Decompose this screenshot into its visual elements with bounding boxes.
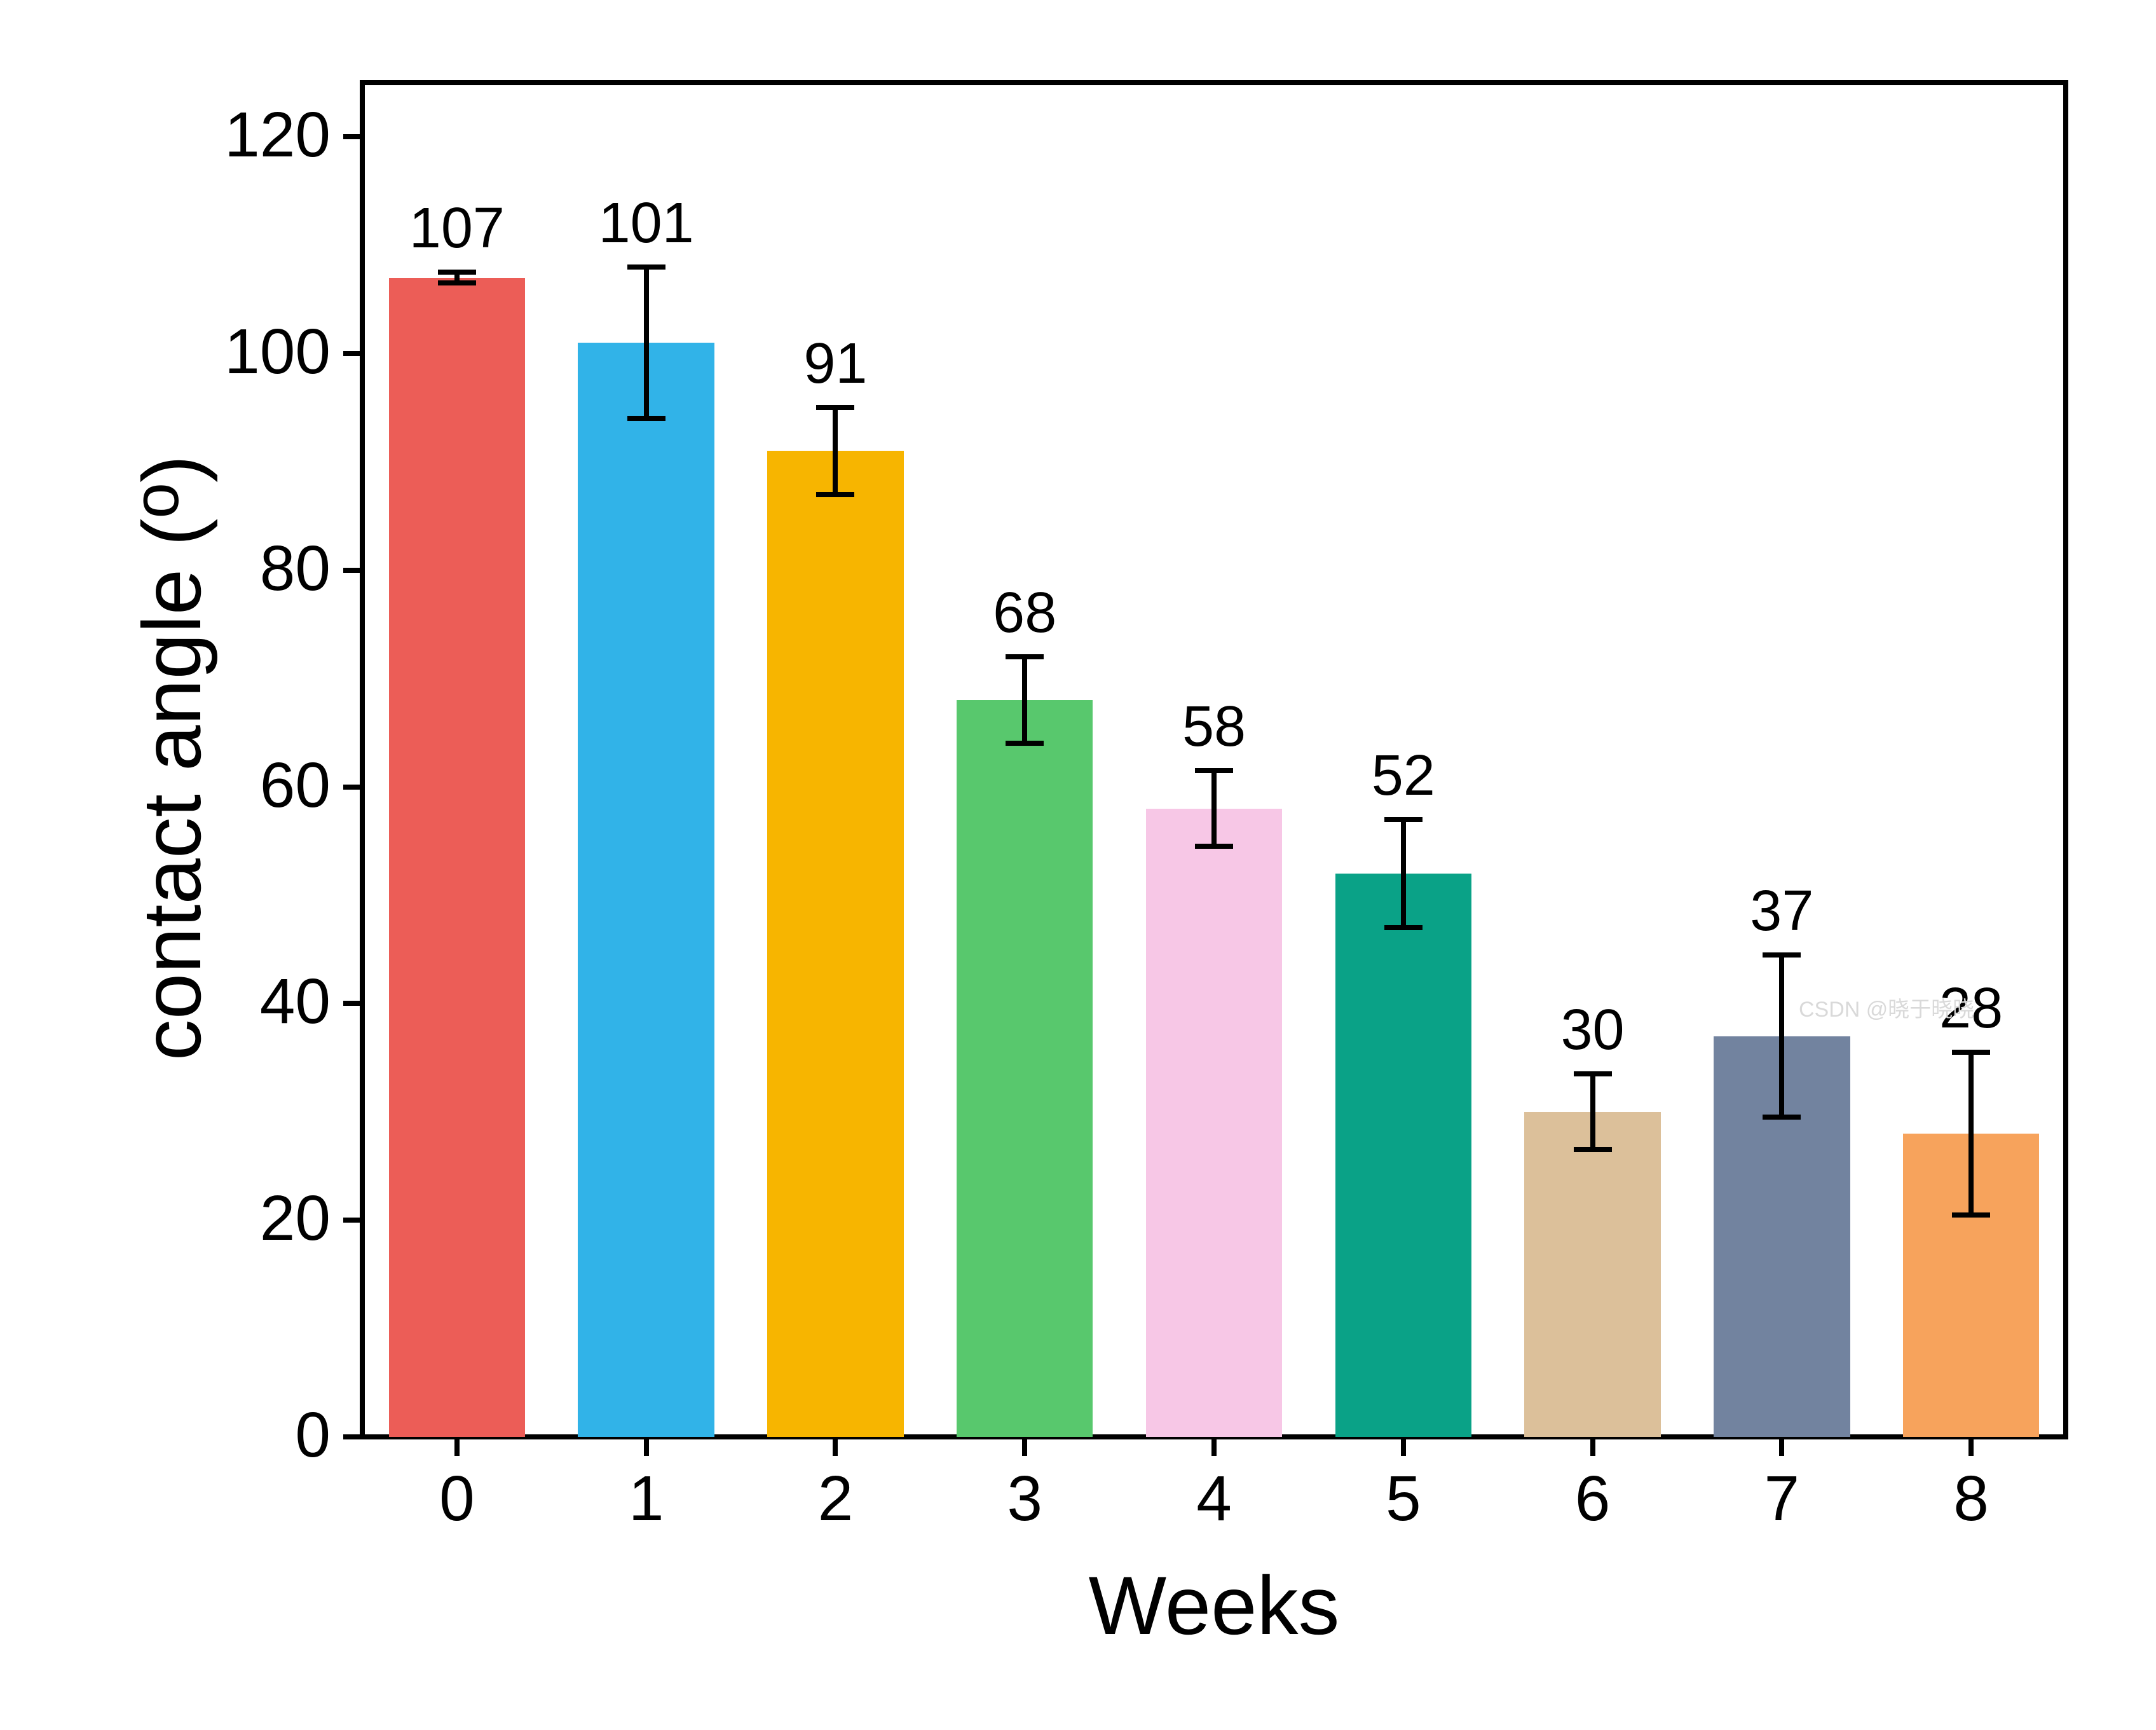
y-tick bbox=[343, 351, 362, 356]
watermark: CSDN @晓于晓晓 bbox=[1799, 992, 1974, 1023]
errorbar-cap-bottom bbox=[1763, 1115, 1801, 1120]
y-tick-label: 120 bbox=[224, 99, 331, 172]
x-tick bbox=[833, 1437, 838, 1456]
chart-stage: 0204060801001200123456781071019168585230… bbox=[0, 0, 2156, 1730]
x-tick-label: 1 bbox=[583, 1462, 710, 1535]
bar bbox=[578, 343, 714, 1437]
errorbar-cap-bottom bbox=[438, 280, 476, 285]
x-tick-label: 4 bbox=[1150, 1462, 1278, 1535]
errorbar-cap-bottom bbox=[1574, 1147, 1612, 1152]
bar-value-label: 91 bbox=[740, 331, 931, 397]
x-tick-label: 7 bbox=[1718, 1462, 1845, 1535]
x-tick bbox=[1968, 1437, 1974, 1456]
x-tick-label: 2 bbox=[772, 1462, 899, 1535]
errorbar-line bbox=[1022, 657, 1027, 743]
bar-value-label: 58 bbox=[1119, 694, 1309, 760]
bar bbox=[767, 451, 903, 1437]
y-tick bbox=[343, 1434, 362, 1439]
errorbar-line bbox=[1401, 820, 1406, 928]
x-tick bbox=[1401, 1437, 1406, 1456]
y-tick bbox=[343, 134, 362, 139]
y-tick bbox=[343, 785, 362, 790]
y-tick-label: 0 bbox=[295, 1399, 331, 1472]
y-tick-label: 60 bbox=[260, 749, 331, 822]
bar-value-label: 107 bbox=[362, 196, 552, 261]
x-tick-label: 8 bbox=[1907, 1462, 2035, 1535]
y-tick bbox=[343, 1218, 362, 1223]
errorbar-cap-top bbox=[1952, 1050, 1990, 1055]
errorbar-line bbox=[644, 267, 649, 419]
errorbar-cap-top bbox=[627, 264, 665, 270]
x-tick-label: 3 bbox=[961, 1462, 1088, 1535]
bar bbox=[957, 700, 1093, 1437]
bar-value-label: 68 bbox=[929, 580, 1120, 646]
errorbar-cap-top bbox=[816, 405, 854, 410]
bar-value-label: 101 bbox=[551, 191, 742, 256]
spine-top bbox=[360, 80, 2068, 85]
y-tick bbox=[343, 568, 362, 573]
errorbar-line bbox=[1211, 771, 1217, 846]
bar-value-label: 52 bbox=[1308, 743, 1499, 809]
x-tick bbox=[1211, 1437, 1217, 1456]
x-axis-title: Weeks bbox=[362, 1558, 2066, 1653]
x-tick bbox=[1590, 1437, 1595, 1456]
errorbar-line bbox=[1779, 955, 1784, 1118]
y-tick-label: 80 bbox=[260, 532, 331, 605]
x-tick-label: 0 bbox=[393, 1462, 521, 1535]
y-tick-label: 20 bbox=[260, 1182, 331, 1255]
bar-value-label: 30 bbox=[1498, 998, 1688, 1063]
errorbar-cap-top bbox=[1195, 768, 1233, 773]
y-tick-label: 100 bbox=[224, 315, 331, 388]
errorbar-line bbox=[1590, 1074, 1595, 1150]
bar bbox=[389, 278, 525, 1437]
errorbar-cap-bottom bbox=[1384, 925, 1423, 930]
x-tick bbox=[644, 1437, 649, 1456]
y-axis-title: contact angle (o) bbox=[124, 81, 219, 1435]
errorbar-cap-top bbox=[1384, 817, 1423, 822]
bar-value-label: 37 bbox=[1686, 879, 1877, 944]
errorbar-cap-bottom bbox=[627, 416, 665, 421]
x-tick bbox=[1779, 1437, 1784, 1456]
spine-right bbox=[2063, 80, 2068, 1439]
errorbar-cap-top bbox=[1006, 654, 1044, 659]
y-tick bbox=[343, 1001, 362, 1006]
bar bbox=[1335, 874, 1471, 1437]
spine-left bbox=[360, 80, 365, 1439]
errorbar-cap-top bbox=[1763, 952, 1801, 958]
x-tick bbox=[454, 1437, 460, 1456]
errorbar-cap-bottom bbox=[1195, 844, 1233, 849]
bar bbox=[1146, 809, 1282, 1437]
x-tick-label: 5 bbox=[1340, 1462, 1467, 1535]
errorbar-line bbox=[833, 408, 838, 494]
errorbar-cap-top bbox=[438, 270, 476, 275]
bar bbox=[1524, 1112, 1660, 1437]
x-tick-label: 6 bbox=[1529, 1462, 1656, 1535]
errorbar-cap-bottom bbox=[1006, 741, 1044, 746]
errorbar-line bbox=[1968, 1052, 1974, 1215]
x-tick bbox=[1022, 1437, 1027, 1456]
y-tick-label: 40 bbox=[260, 965, 331, 1038]
errorbar-cap-bottom bbox=[1952, 1212, 1990, 1218]
errorbar-cap-top bbox=[1574, 1071, 1612, 1076]
errorbar-cap-bottom bbox=[816, 492, 854, 497]
